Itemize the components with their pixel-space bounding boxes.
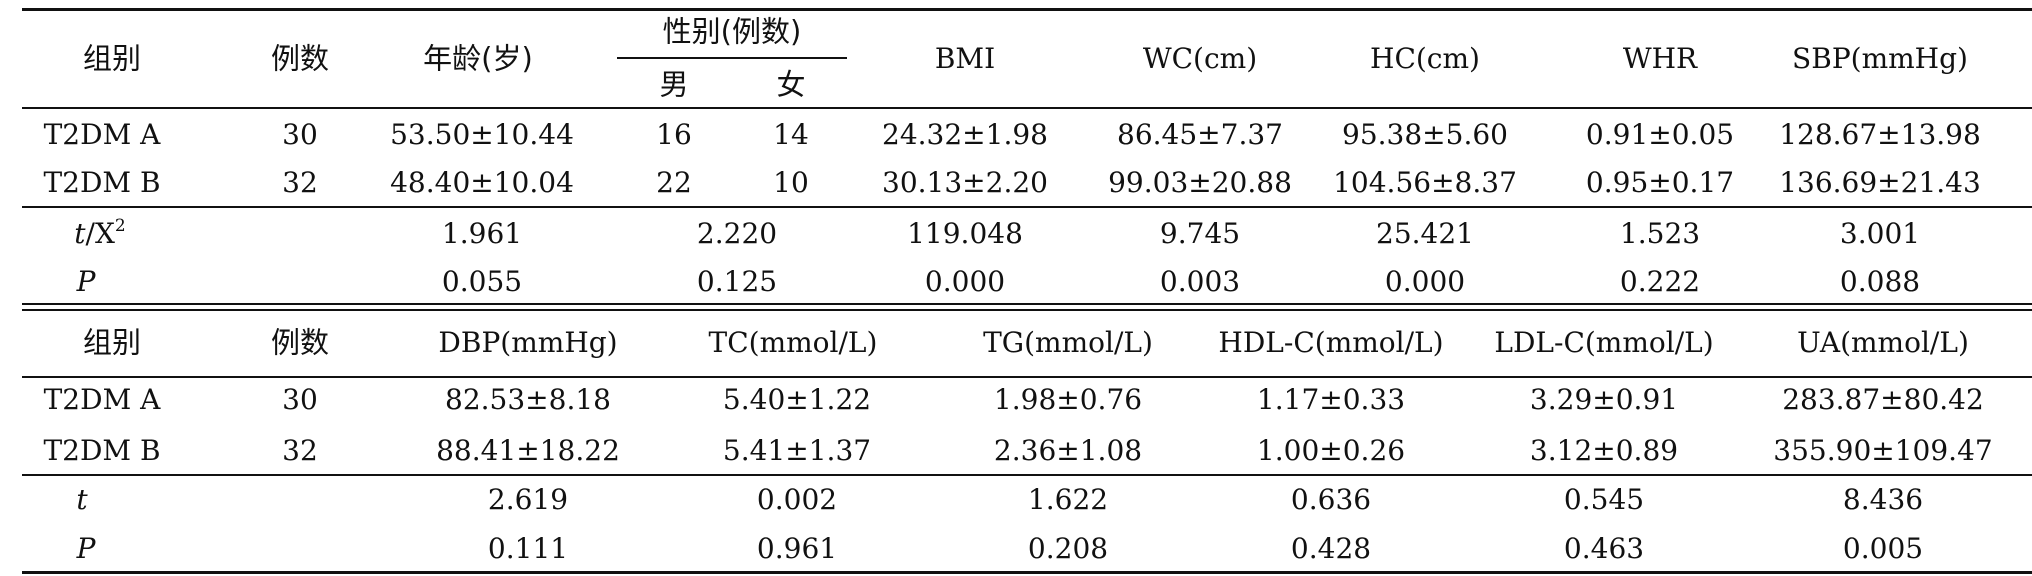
p2-tc: 0.961 bbox=[756, 532, 838, 565]
row-b-cases: 32 bbox=[282, 166, 318, 199]
header2-dbp: DBP(mmHg) bbox=[438, 326, 618, 359]
stat-label-t: t bbox=[74, 217, 86, 250]
header2-ldl: LDL-C(mmol/L) bbox=[1494, 326, 1714, 359]
header-rule-2 bbox=[22, 376, 2032, 378]
header-rule-1 bbox=[22, 107, 2032, 109]
row-a-cases: 30 bbox=[282, 118, 318, 151]
top-rule bbox=[22, 8, 2032, 11]
row-a-sbp: 128.67±13.98 bbox=[1779, 118, 1981, 151]
header-sex: 性别(例数) bbox=[662, 14, 802, 49]
p-bmi: 0.000 bbox=[924, 265, 1006, 298]
row2-b-hdl: 1.00±0.26 bbox=[1256, 434, 1406, 467]
row-b-wc: 99.03±20.88 bbox=[1108, 166, 1292, 199]
row2-b-tc: 5.41±1.37 bbox=[722, 434, 872, 467]
stats-rule-2 bbox=[22, 474, 2032, 476]
stat-wc: 9.745 bbox=[1159, 217, 1241, 250]
p-sbp: 0.088 bbox=[1839, 265, 1921, 298]
header-hc: HC(cm) bbox=[1370, 42, 1480, 75]
row2-b-group: T2DM B bbox=[43, 434, 161, 467]
row-a-female: 14 bbox=[773, 118, 809, 151]
stat-hc: 25.421 bbox=[1376, 217, 1474, 250]
stat-age: 1.961 bbox=[441, 217, 523, 250]
row-a-age: 53.50±10.44 bbox=[390, 118, 574, 151]
header2-hdl: HDL-C(mmol/L) bbox=[1218, 326, 1444, 359]
bottom-rule bbox=[22, 571, 2032, 574]
row-a-male: 16 bbox=[656, 118, 692, 151]
row-b-whr: 0.95±0.17 bbox=[1585, 166, 1735, 199]
stat-label-sup: 2 bbox=[114, 216, 126, 236]
p-sex: 0.125 bbox=[696, 265, 778, 298]
p-whr: 0.222 bbox=[1619, 265, 1701, 298]
section-divider-rule-a bbox=[22, 303, 2032, 305]
header2-tg: TG(mmol/L) bbox=[983, 326, 1153, 359]
header2-ua: UA(mmol/L) bbox=[1797, 326, 1969, 359]
header-group: 组别 bbox=[82, 41, 142, 76]
header-female: 女 bbox=[776, 67, 806, 102]
stat-whr: 1.523 bbox=[1619, 217, 1701, 250]
row-a-whr: 0.91±0.05 bbox=[1585, 118, 1735, 151]
row-b-bmi: 30.13±2.20 bbox=[882, 166, 1048, 199]
p2-ldl: 0.463 bbox=[1563, 532, 1645, 565]
stat2-label: t bbox=[76, 483, 88, 516]
row2-b-tg: 2.36±1.08 bbox=[993, 434, 1143, 467]
row-b-sbp: 136.69±21.43 bbox=[1779, 166, 1981, 199]
header-sbp: SBP(mmHg) bbox=[1792, 42, 1968, 75]
stat-sbp: 3.001 bbox=[1839, 217, 1921, 250]
header-cases: 例数 bbox=[270, 41, 330, 76]
p-label: P bbox=[76, 265, 96, 298]
row2-a-tg: 1.98±0.76 bbox=[993, 383, 1143, 416]
header-whr: WHR bbox=[1622, 42, 1698, 75]
p-wc: 0.003 bbox=[1159, 265, 1241, 298]
row2-a-group: T2DM A bbox=[43, 383, 161, 416]
row2-a-tc: 5.40±1.22 bbox=[722, 383, 872, 416]
sex-header-rule bbox=[617, 57, 847, 59]
row2-a-cases: 30 bbox=[282, 383, 318, 416]
p2-ua: 0.005 bbox=[1842, 532, 1924, 565]
row2-b-dbp: 88.41±18.22 bbox=[436, 434, 620, 467]
stat-label-chi: /X bbox=[85, 217, 115, 250]
row2-a-ldl: 3.29±0.91 bbox=[1529, 383, 1679, 416]
stat-label: t/X2 bbox=[74, 217, 125, 250]
row-a-group: T2DM A bbox=[43, 118, 161, 151]
p2-hdl: 0.428 bbox=[1290, 532, 1372, 565]
stat2-ua: 8.436 bbox=[1842, 483, 1924, 516]
row2-b-ldl: 3.12±0.89 bbox=[1529, 434, 1679, 467]
header-male: 男 bbox=[659, 67, 689, 102]
p-age: 0.055 bbox=[441, 265, 523, 298]
header2-group: 组别 bbox=[82, 325, 142, 360]
header2-tc: TC(mmol/L) bbox=[708, 326, 878, 359]
row-b-male: 22 bbox=[656, 166, 692, 199]
row2-a-dbp: 82.53±8.18 bbox=[445, 383, 611, 416]
stats-rule-1 bbox=[22, 206, 2032, 208]
row2-a-hdl: 1.17±0.33 bbox=[1256, 383, 1406, 416]
row-a-hc: 95.38±5.60 bbox=[1342, 118, 1508, 151]
row2-b-cases: 32 bbox=[282, 434, 318, 467]
row-b-age: 48.40±10.04 bbox=[390, 166, 574, 199]
header-age: 年龄(岁) bbox=[423, 41, 533, 76]
row-a-wc: 86.45±7.37 bbox=[1117, 118, 1283, 151]
stat2-hdl: 0.636 bbox=[1290, 483, 1372, 516]
row2-b-ua: 355.90±109.47 bbox=[1773, 434, 1993, 467]
row-a-bmi: 24.32±1.98 bbox=[882, 118, 1048, 151]
stat2-tc: 0.002 bbox=[756, 483, 838, 516]
stat2-ldl: 0.545 bbox=[1563, 483, 1645, 516]
row-b-female: 10 bbox=[773, 166, 809, 199]
p-hc: 0.000 bbox=[1384, 265, 1466, 298]
row2-a-ua: 283.87±80.42 bbox=[1782, 383, 1984, 416]
header-bmi: BMI bbox=[934, 42, 996, 75]
header-wc: WC(cm) bbox=[1142, 42, 1258, 75]
header2-cases: 例数 bbox=[270, 325, 330, 360]
section-divider-rule-b bbox=[22, 309, 2032, 311]
stat-bmi: 119.048 bbox=[907, 217, 1023, 250]
stat2-dbp: 2.619 bbox=[487, 483, 569, 516]
row-b-hc: 104.56±8.37 bbox=[1333, 166, 1517, 199]
p2-tg: 0.208 bbox=[1027, 532, 1109, 565]
p2-label: P bbox=[76, 532, 96, 565]
row-b-group: T2DM B bbox=[43, 166, 161, 199]
stat-sex: 2.220 bbox=[696, 217, 778, 250]
stat2-tg: 1.622 bbox=[1027, 483, 1109, 516]
p2-dbp: 0.111 bbox=[487, 532, 569, 565]
